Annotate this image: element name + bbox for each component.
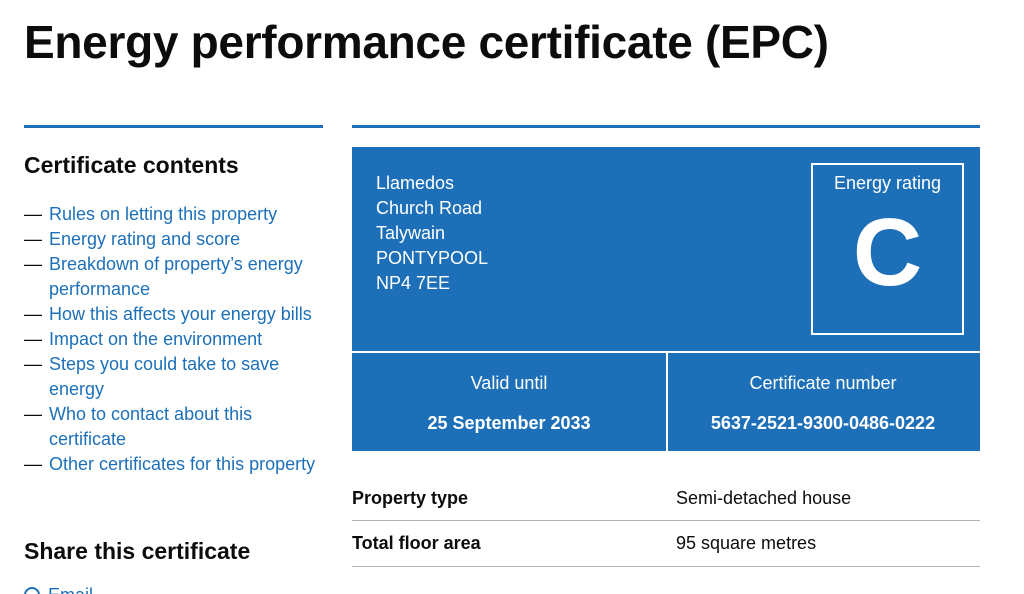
list-dash: — [24,454,42,474]
valid-until-label: Valid until [470,373,548,393]
share-email-link[interactable]: Email [24,584,93,594]
link-breakdown-performance[interactable]: Breakdown of property’s energy performan… [49,254,303,299]
contents-item-steps: — Steps you could take to save energy [24,352,323,402]
link-impact-environment[interactable]: Impact on the environment [49,329,263,349]
link-energy-rating-score[interactable]: Energy rating and score [49,229,241,249]
contents-item-breakdown: — Breakdown of property’s energy perform… [24,252,323,302]
address-line: Church Road [376,198,483,218]
contents-list: — Rules on letting this property — Energ… [24,202,323,477]
contents-item-contact: — Who to contact about this certificate [24,402,323,452]
list-dash: — [24,204,42,224]
contents-item-rating: — Energy rating and score [24,227,323,252]
link-other-certificates[interactable]: Other certificates for this property [49,454,316,474]
list-dash: — [24,229,42,249]
list-dash: — [24,404,42,424]
epc-summary-box: Llamedos Church Road Talywain PONTYPOOL … [352,147,980,451]
list-dash: — [24,254,42,274]
list-dash: — [24,354,42,374]
link-who-to-contact[interactable]: Who to contact about this certificate [49,404,253,449]
certificate-contents-heading: Certificate contents [24,152,239,178]
box-divider [666,351,668,451]
energy-rating-box: Energy rating C [811,163,964,335]
link-rules-on-letting[interactable]: Rules on letting this property [49,204,278,224]
summary-value: 95 square metres [676,533,817,553]
share-email-label: Email [48,584,93,594]
summary-key: Total floor area [352,533,481,553]
energy-rating-letter: C [852,199,923,306]
share-certificate-heading: Share this certificate [24,538,251,564]
certificate-number-label: Certificate number [749,373,897,393]
main-section-rule [352,125,980,128]
summary-row-floor-area: Total floor area 95 square metres [352,521,980,567]
address-line: PONTYPOOL [376,248,489,268]
page-title: Energy performance certificate (EPC) [24,16,829,68]
certificate-contents-sidebar: Certificate contents — Rules on letting … [24,125,323,477]
address-line: Talywain [376,223,446,243]
valid-until-cell: Valid until 25 September 2033 [352,353,666,451]
address-line: Llamedos [376,173,455,193]
energy-rating-label: Energy rating [833,173,942,193]
summary-row-property-type: Property type Semi-detached house [352,476,980,521]
contents-item-bills: — How this affects your energy bills [24,302,323,327]
list-dash: — [24,329,42,349]
link-energy-bills[interactable]: How this affects your energy bills [49,304,312,324]
certificate-number-value: 5637-2521-9300-0486-0222 [710,413,936,433]
certificate-number-cell: Certificate number 5637-2521-9300-0486-0… [666,353,980,451]
property-address: Llamedos Church Road Talywain PONTYPOOL … [376,171,488,296]
summary-key: Property type [352,487,469,508]
valid-until-date: 25 September 2033 [427,413,591,433]
contents-item-rules: — Rules on letting this property [24,202,323,227]
link-steps-save-energy[interactable]: Steps you could take to save energy [49,354,280,399]
contents-item-other: — Other certificates for this property [24,452,323,477]
property-summary-list: Property type Semi-detached house Total … [352,476,980,567]
contents-item-environment: — Impact on the environment [24,327,323,352]
list-dash: — [24,304,42,324]
summary-value: Semi-detached house [676,487,852,508]
email-icon [24,587,40,594]
address-line: NP4 7EE [376,273,451,293]
